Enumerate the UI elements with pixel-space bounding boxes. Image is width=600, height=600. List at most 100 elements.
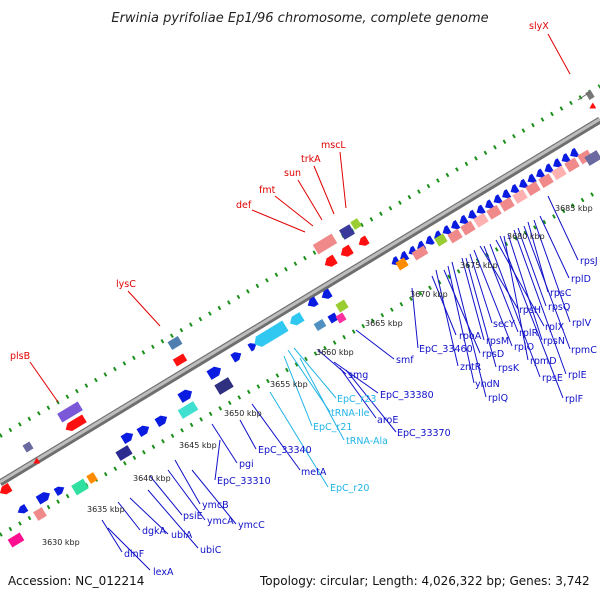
gene-feature[interactable]	[71, 478, 89, 496]
gene-feature[interactable]	[22, 441, 34, 453]
gene-feature[interactable]	[466, 209, 478, 222]
gene-label[interactable]: rpsH	[519, 305, 541, 316]
gene-feature[interactable]	[16, 503, 29, 516]
gene-feature[interactable]	[115, 445, 133, 461]
gene-feature[interactable]	[483, 199, 495, 211]
gene-label[interactable]: rplE	[568, 370, 587, 381]
gene-feature[interactable]	[542, 163, 554, 175]
gene-label[interactable]: dinF	[124, 549, 144, 560]
gene-feature[interactable]	[512, 189, 528, 204]
gene-label[interactable]: trkA	[301, 154, 321, 165]
gene-label[interactable]: rpsK	[498, 363, 520, 374]
gene-feature[interactable]	[172, 353, 188, 367]
gene-feature[interactable]	[136, 423, 152, 437]
gene-label[interactable]: aroE	[377, 415, 398, 426]
gene-label[interactable]: lysC	[116, 279, 136, 290]
gene-feature[interactable]	[350, 218, 362, 230]
gene-label[interactable]: EpC_r20	[330, 483, 369, 494]
gene-label[interactable]: rplR	[519, 328, 539, 339]
gene-label[interactable]: EpC_33340	[258, 445, 312, 456]
gene-feature[interactable]	[32, 457, 41, 466]
gene-feature[interactable]	[457, 214, 469, 227]
gene-feature[interactable]	[551, 158, 563, 170]
gene-label[interactable]: dgkA	[142, 526, 167, 537]
gene-feature[interactable]	[500, 189, 512, 201]
gene-feature[interactable]	[63, 414, 87, 433]
gene-feature[interactable]	[559, 153, 571, 165]
gene-label[interactable]: sun	[284, 168, 301, 179]
gene-feature[interactable]	[517, 178, 529, 191]
gene-feature[interactable]	[247, 341, 259, 352]
gene-feature[interactable]	[585, 90, 595, 100]
gene-label[interactable]: slyX	[529, 21, 549, 32]
gene-feature[interactable]	[534, 168, 546, 181]
gene-feature[interactable]	[335, 299, 349, 313]
gene-feature[interactable]	[327, 312, 339, 324]
gene-feature[interactable]	[499, 197, 515, 212]
gene-label[interactable]: ubiA	[171, 530, 193, 541]
gene-feature[interactable]	[335, 312, 347, 324]
gene-features[interactable]	[0, 90, 600, 548]
gene-feature[interactable]	[7, 532, 25, 548]
gene-label[interactable]: smf	[396, 355, 414, 366]
gene-feature[interactable]	[434, 233, 448, 247]
gene-label[interactable]: rpsN	[543, 336, 565, 347]
gene-feature[interactable]	[486, 204, 502, 220]
gene-feature[interactable]	[319, 288, 333, 302]
gene-label[interactable]: rpsM	[486, 336, 509, 347]
gene-feature[interactable]	[411, 245, 429, 261]
gene-label[interactable]: rpsD	[482, 349, 504, 360]
gene-feature[interactable]	[551, 165, 567, 181]
gene-feature[interactable]	[251, 320, 289, 350]
gene-label[interactable]: ymcC	[238, 520, 265, 531]
gene-label[interactable]: metA	[301, 467, 327, 478]
gene-feature[interactable]	[230, 350, 243, 363]
gene-label[interactable]: rpmC	[571, 345, 597, 356]
gene-feature[interactable]	[214, 377, 234, 395]
gene-label[interactable]: rpsJ	[580, 256, 598, 267]
gene-label[interactable]: EpC_33310	[217, 476, 271, 487]
gene-feature[interactable]	[312, 233, 338, 255]
gene-label[interactable]: smg	[348, 370, 368, 381]
gene-feature[interactable]	[120, 430, 136, 444]
gene-feature[interactable]	[584, 150, 600, 166]
gene-label[interactable]: rplF	[565, 394, 583, 405]
gene-feature[interactable]	[588, 102, 597, 111]
gene-label[interactable]: EpC_r23	[337, 394, 376, 405]
gene-feature[interactable]	[339, 224, 355, 240]
gene-label[interactable]: yhdN	[475, 379, 500, 390]
gene-label[interactable]: rpmD	[530, 356, 557, 367]
gene-label[interactable]: ymcB	[202, 500, 229, 511]
gene-feature[interactable]	[398, 250, 410, 263]
gene-feature[interactable]	[564, 157, 580, 173]
gene-label[interactable]: rpoA	[459, 331, 482, 342]
gene-feature[interactable]	[525, 173, 537, 186]
gene-feature[interactable]	[525, 181, 541, 196]
gene-feature[interactable]	[86, 472, 98, 484]
gene-label[interactable]: rplO	[514, 342, 534, 353]
gene-feature[interactable]	[474, 204, 486, 217]
gene-label[interactable]: secY	[493, 319, 515, 330]
gene-feature[interactable]	[33, 507, 47, 521]
gene-feature[interactable]	[305, 296, 319, 310]
gene-feature[interactable]	[177, 387, 194, 403]
gene-label[interactable]: mscL	[321, 140, 346, 151]
gene-feature[interactable]	[313, 318, 327, 332]
gene-feature[interactable]	[0, 483, 13, 497]
gene-label[interactable]: pgi	[239, 459, 254, 470]
gene-label[interactable]: rpsQ	[548, 302, 570, 313]
gene-label[interactable]: rpsE	[542, 373, 563, 384]
gene-feature[interactable]	[568, 147, 580, 160]
gene-feature[interactable]	[167, 336, 183, 350]
gene-label[interactable]: def	[236, 200, 252, 211]
gene-feature[interactable]	[473, 212, 489, 228]
gene-feature[interactable]	[35, 490, 53, 505]
gene-feature[interactable]	[449, 220, 461, 232]
gene-label[interactable]: EpC_33460	[419, 344, 473, 355]
gene-label[interactable]: rplX	[545, 322, 565, 333]
gene-label[interactable]: tRNA-Ala	[346, 436, 388, 447]
gene-label[interactable]: rplQ	[488, 393, 508, 404]
gene-label[interactable]: EpC_33380	[380, 390, 434, 401]
gene-label[interactable]: lexA	[153, 567, 174, 578]
gene-feature[interactable]	[206, 364, 223, 380]
